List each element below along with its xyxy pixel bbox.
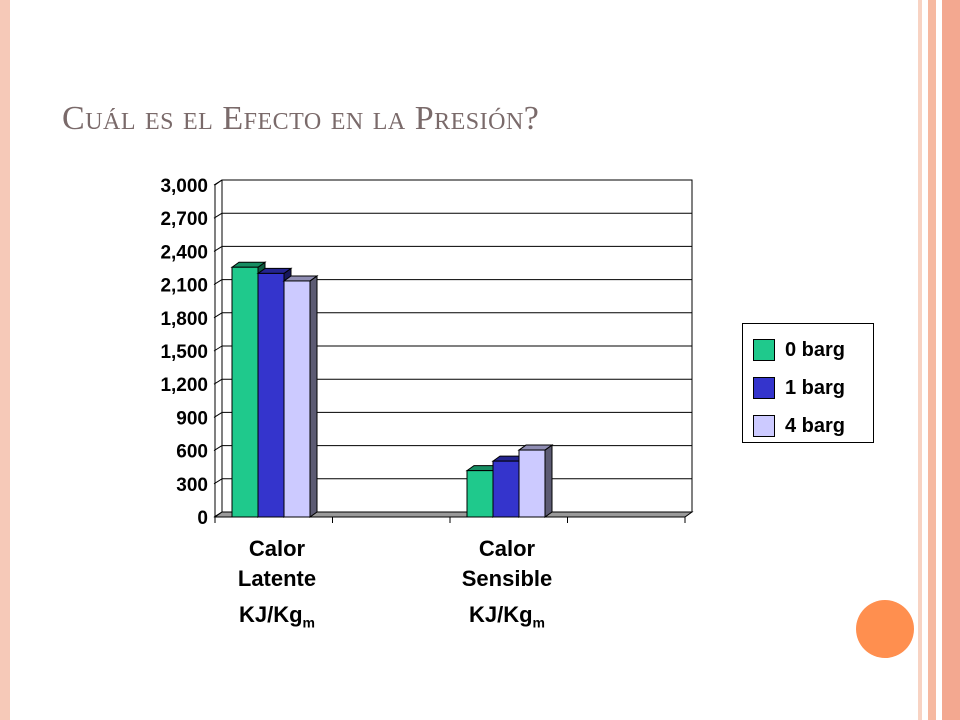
y-tick-label: 2,400 [160, 242, 208, 263]
legend-label: 4 barg [785, 414, 846, 437]
slide-frame-right [918, 0, 960, 720]
bar-1-barg-1 [492, 460, 520, 518]
unit-subscript: m [532, 614, 545, 631]
y-tick-label: 600 [176, 442, 208, 463]
y-tick-label: 1,800 [160, 309, 208, 330]
legend-swatch [753, 377, 775, 399]
title-part: fecto en la [243, 100, 415, 137]
chart-legend: 0 barg 1 barg 4 barg [742, 323, 874, 443]
legend-label: 0 barg [785, 338, 846, 361]
unit-text: KJ/Kg [468, 602, 533, 627]
decorative-circle [856, 600, 914, 658]
unit-text: KJ/Kg [238, 602, 303, 627]
legend-item: 0 barg [753, 338, 845, 362]
y-tick-label: 3,000 [160, 176, 208, 197]
title-part: ? [523, 100, 540, 137]
y-tick-label: 1,500 [160, 342, 208, 363]
category-label: Calor Latente KJ/Kgm [197, 534, 357, 637]
bar-0-barg-1 [466, 470, 494, 518]
bar-side [309, 274, 318, 518]
legend-label: 1 barg [785, 376, 846, 399]
legend-item: 4 barg [753, 414, 845, 438]
category-label: Calor Sensible KJ/Kgm [427, 534, 587, 637]
y-tick-label: 2,700 [160, 209, 208, 230]
slide-frame-left [0, 0, 10, 720]
y-axis-top [214, 179, 223, 186]
category-line1: Calor [478, 536, 536, 561]
title-part: uál es el [85, 100, 223, 137]
y-tick-label: 0 [197, 508, 208, 529]
unit-subscript: m [302, 614, 315, 631]
y-tick-label: 900 [176, 408, 208, 429]
category-line2: Latente [237, 566, 317, 591]
bar-4-barg-0 [283, 280, 311, 518]
legend-swatch [753, 339, 775, 361]
category-unit: KJ/Kgm [197, 600, 357, 637]
title-part: P [414, 100, 435, 137]
y-tick-label: 300 [176, 475, 208, 496]
bar-side [544, 444, 553, 518]
category-line1: Calor [248, 536, 306, 561]
title-part: resión [434, 100, 524, 137]
title-part: E [222, 100, 244, 137]
y-tick-label: 2,100 [160, 276, 208, 297]
y-tick-label: 1,200 [160, 375, 208, 396]
category-line2: Sensible [461, 566, 553, 591]
slide-title: Cuál es el Efecto en la Presión? [62, 100, 862, 138]
title-part: C [62, 100, 86, 137]
bar-4-barg-1 [518, 449, 546, 518]
legend-item: 1 barg [753, 376, 845, 400]
bar-1-barg-0 [257, 272, 285, 518]
category-unit: KJ/Kgm [427, 600, 587, 637]
bar-0-barg-0 [231, 266, 259, 518]
legend-swatch [753, 415, 775, 437]
